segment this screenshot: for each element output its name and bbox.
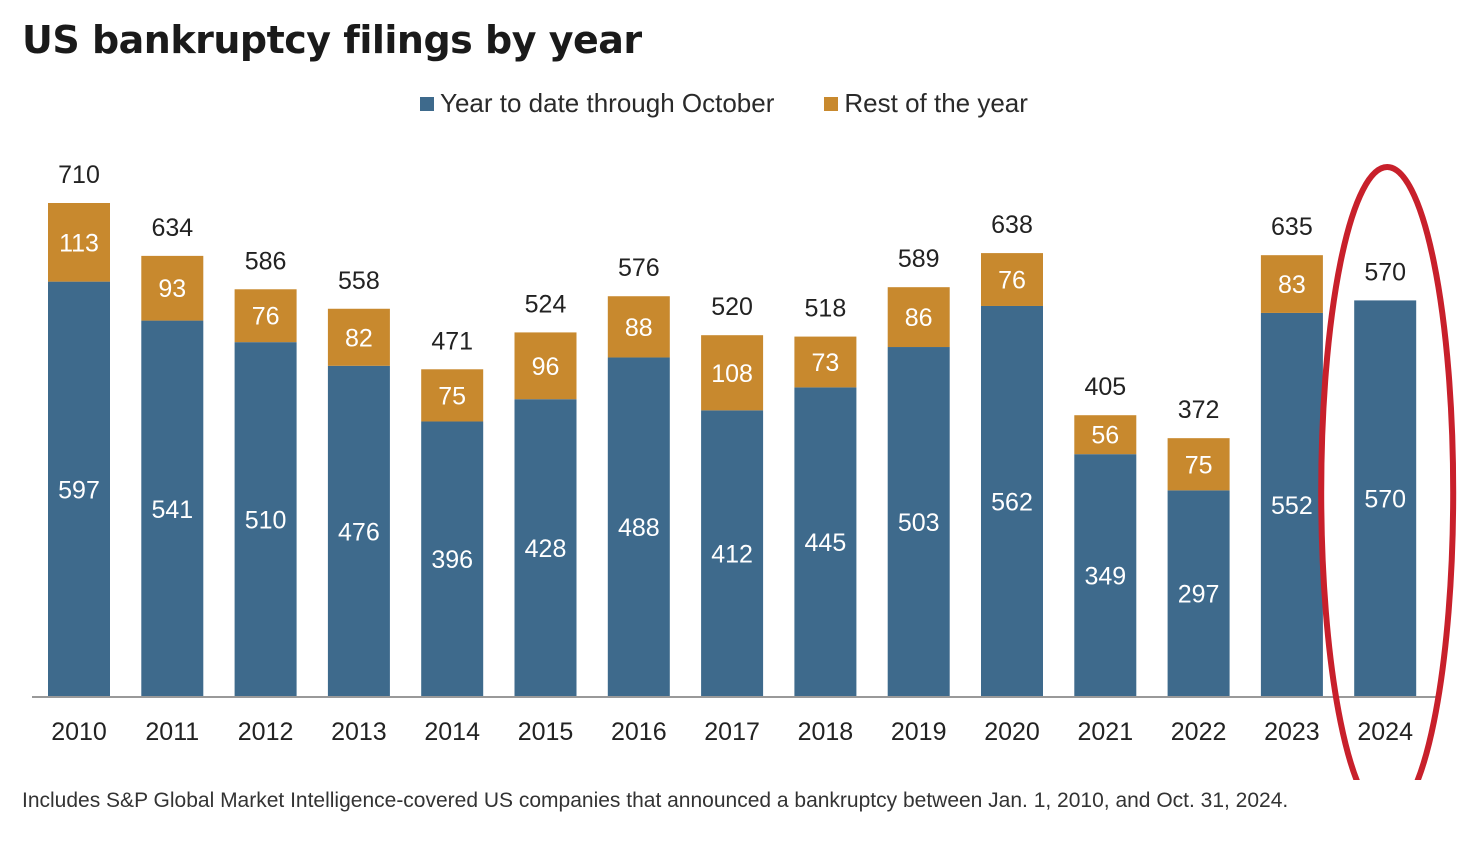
bar-rest-2011: [141, 255, 204, 321]
data-label-rest-2016: 88: [625, 314, 653, 342]
data-label-rest-2017: 108: [711, 360, 753, 388]
data-label-ytd-2022: 297: [1178, 581, 1220, 609]
x-tick-label-2016: 2016: [611, 718, 667, 746]
total-label-2016: 576: [618, 254, 660, 282]
x-tick-label-2020: 2020: [984, 718, 1040, 746]
bar-rest-2010: [48, 203, 110, 282]
bar-ytd-2017: [701, 410, 764, 697]
bar-ytd-2023: [1260, 312, 1323, 697]
x-tick-label-2010: 2010: [51, 718, 107, 746]
bar-ytd-2012: [234, 342, 297, 697]
data-label-ytd-2011: 541: [151, 496, 193, 524]
bar-rest-2012: [234, 289, 297, 343]
bar-ytd-2018: [794, 387, 857, 697]
data-label-ytd-2023: 552: [1271, 492, 1313, 520]
data-label-rest-2019: 86: [905, 304, 933, 332]
x-tick-label-2018: 2018: [798, 718, 854, 746]
highlight-ellipse: [1318, 164, 1457, 780]
bar-ytd-2013: [327, 365, 390, 697]
bar-ytd-2021: [1074, 454, 1137, 697]
legend-item-ytd: Year to date through October: [420, 88, 774, 119]
data-label-rest-2023: 83: [1278, 271, 1306, 299]
legend: Year to date through October Rest of the…: [420, 88, 1028, 119]
bar-rest-2017: [701, 335, 764, 411]
data-label-rest-2013: 82: [345, 324, 373, 352]
bar-ytd-2014: [421, 421, 484, 697]
x-tick-label-2015: 2015: [518, 718, 574, 746]
data-label-ytd-2013: 476: [338, 518, 380, 546]
bar-ytd-2015: [514, 399, 577, 697]
legend-label-ytd: Year to date through October: [440, 88, 775, 118]
bar-rest-2019: [887, 287, 950, 348]
total-label-2019: 589: [898, 245, 940, 273]
x-tick-label-2019: 2019: [891, 718, 947, 746]
total-label-2023: 635: [1271, 213, 1313, 241]
data-label-ytd-2024: 570: [1364, 486, 1406, 514]
total-label-2020: 638: [991, 211, 1033, 239]
bar-ytd-2010: [48, 281, 110, 697]
data-label-rest-2010: 113: [59, 229, 99, 257]
legend-swatch-ytd: [420, 96, 434, 111]
bar-ytd-2022: [1167, 490, 1230, 697]
bar-rest-2018: [794, 336, 857, 388]
bar-rest-2023: [1260, 255, 1323, 313]
bar-ytd-2011: [141, 320, 204, 697]
bar-rest-2014: [421, 369, 484, 422]
chart-title: US bankruptcy filings by year: [22, 18, 642, 62]
x-tick-label-2022: 2022: [1171, 718, 1227, 746]
total-label-2015: 524: [525, 290, 567, 318]
data-label-ytd-2018: 445: [805, 529, 847, 557]
bar-rest-2016: [607, 296, 670, 358]
data-label-rest-2021: 56: [1091, 422, 1119, 450]
data-label-rest-2022: 75: [1185, 451, 1213, 479]
footnote: Includes S&P Global Market Intelligence-…: [22, 789, 1289, 812]
bar-rest-2021: [1074, 415, 1137, 455]
bar-chart: 597 113 710 2010 541 93 634 2011 510 76 586 2012 476…: [32, 161, 1457, 780]
data-label-rest-2020: 76: [998, 267, 1026, 295]
data-label-rest-2018: 73: [811, 349, 839, 377]
bar-ytd-2016: [607, 357, 670, 697]
x-tick-label-2012: 2012: [238, 718, 294, 746]
total-label-2018: 518: [805, 295, 847, 323]
x-tick-label-2011: 2011: [145, 718, 199, 746]
data-label-ytd-2012: 510: [245, 507, 287, 535]
x-tick-label-2024: 2024: [1357, 718, 1413, 746]
x-tick-label-2014: 2014: [424, 718, 480, 746]
data-label-ytd-2021: 349: [1084, 563, 1126, 591]
bar-rest-2022: [1167, 438, 1230, 491]
data-label-ytd-2015: 428: [525, 535, 567, 563]
bar-rest-2013: [327, 308, 390, 366]
total-label-2014: 471: [431, 327, 473, 355]
legend-swatch-rest: [824, 96, 839, 111]
data-label-ytd-2019: 503: [898, 509, 940, 537]
legend-label-rest: Rest of the year: [844, 88, 1028, 118]
total-label-2011: 634: [151, 214, 193, 242]
bar-rest-2015: [514, 332, 577, 400]
data-label-ytd-2010: 597: [58, 476, 100, 504]
data-label-rest-2012: 76: [252, 303, 280, 331]
data-label-ytd-2017: 412: [711, 541, 753, 569]
data-label-rest-2014: 75: [438, 382, 466, 410]
x-tick-label-2017: 2017: [704, 718, 760, 746]
x-tick-label-2013: 2013: [331, 718, 387, 746]
total-label-2017: 520: [711, 293, 753, 321]
data-label-ytd-2014: 396: [431, 546, 473, 574]
bar-ytd-2019: [887, 347, 950, 697]
bar-ytd-2024: [1354, 300, 1417, 697]
data-label-rest-2011: 93: [158, 275, 186, 303]
total-label-2024: 570: [1364, 258, 1406, 286]
x-tick-label-2021: 2021: [1077, 718, 1133, 746]
data-label-ytd-2016: 488: [618, 514, 660, 542]
total-label-2012: 586: [245, 247, 287, 275]
data-label-rest-2015: 96: [532, 353, 560, 381]
total-label-2022: 372: [1178, 396, 1220, 424]
bar-rest-2020: [981, 253, 1043, 306]
legend-item-rest: Rest of the year: [824, 88, 1028, 119]
total-label-2010: 710: [58, 161, 100, 189]
total-label-2013: 558: [338, 267, 380, 295]
x-tick-label-2023: 2023: [1264, 718, 1320, 746]
data-label-ytd-2020: 562: [991, 488, 1033, 516]
bar-ytd-2020: [981, 305, 1043, 697]
total-label-2021: 405: [1084, 373, 1126, 401]
